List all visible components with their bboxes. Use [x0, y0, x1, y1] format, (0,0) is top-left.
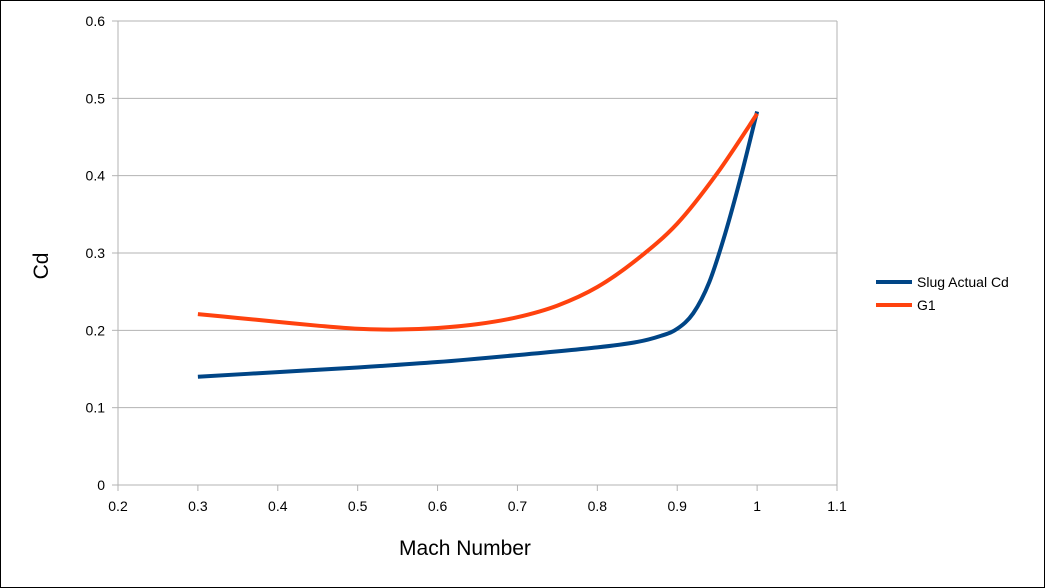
y-tick-label: 0.4 — [86, 168, 106, 184]
y-axis-title: Cd — [30, 253, 53, 280]
x-tick-label: 0.7 — [508, 498, 528, 514]
y-tick-label: 0 — [97, 477, 105, 493]
grid-lines — [118, 20, 837, 409]
series-line-slug-actual-cd — [197, 110, 760, 379]
x-tick-label: 0.5 — [348, 498, 368, 514]
y-tick-label: 0.6 — [86, 13, 106, 29]
legend-label-slug-actual-cd: Slug Actual Cd — [917, 274, 1009, 290]
x-tick-label: 0.4 — [268, 498, 288, 514]
x-tick-label: 1 — [753, 498, 761, 514]
legend: Slug Actual Cd G1 — [876, 274, 1009, 313]
x-tick-label: 0.2 — [108, 498, 128, 514]
series-lines — [197, 110, 760, 379]
y-tick-label: 0.2 — [86, 322, 106, 338]
y-tick-label: 0.1 — [86, 400, 106, 416]
x-tick-label: 0.9 — [667, 498, 687, 514]
x-tick-label: 0.3 — [188, 498, 208, 514]
x-axis-title: Mach Number — [399, 537, 531, 560]
x-tick-label: 1.1 — [827, 498, 847, 514]
x-tick-label: 0.6 — [428, 498, 448, 514]
legend-label-g1: G1 — [917, 297, 936, 313]
series-line-g1 — [197, 112, 759, 332]
axes — [112, 20, 838, 491]
y-tick-label: 0.5 — [86, 90, 106, 106]
x-tick-labels: 0.2 0.3 0.4 0.5 0.6 0.7 0.8 0.9 1 1.1 — [108, 498, 847, 514]
y-tick-labels: 0 0.1 0.2 0.3 0.4 0.5 0.6 — [86, 13, 106, 493]
y-tick-label: 0.3 — [86, 245, 106, 261]
x-tick-label: 0.8 — [588, 498, 608, 514]
